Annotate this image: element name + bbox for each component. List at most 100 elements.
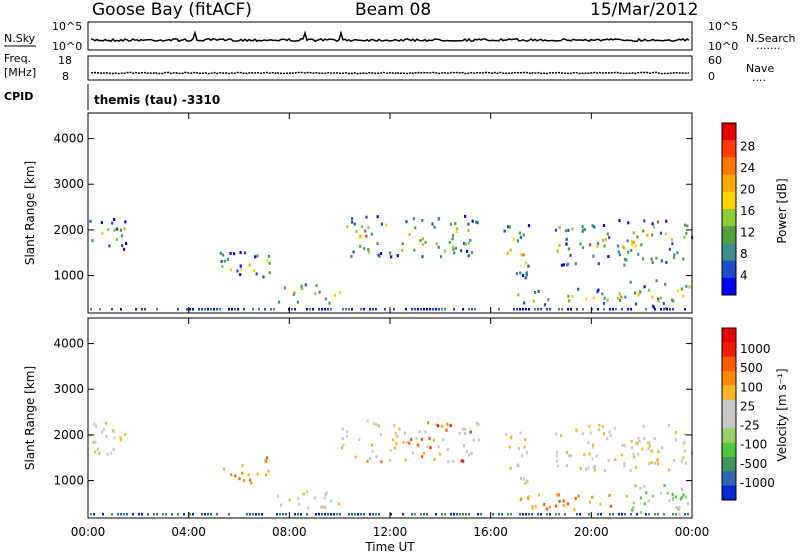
- echo-cell: [427, 421, 430, 425]
- echo-cell: [437, 245, 440, 249]
- echo-cell: [607, 459, 610, 463]
- echo-cell: [116, 227, 119, 231]
- echo-cell: [571, 227, 574, 231]
- echo-cell: [509, 466, 512, 470]
- echo-cell: [454, 246, 457, 250]
- echo-cell: [393, 308, 395, 311]
- echo-cell: [613, 426, 617, 430]
- echo-cell: [632, 240, 635, 244]
- echo-cell: [576, 513, 578, 516]
- echo-cell: [360, 308, 362, 311]
- echo-cell: [591, 224, 594, 228]
- echo-cell: [384, 308, 386, 311]
- echo-cell: [534, 308, 536, 311]
- echo-cell: [609, 504, 613, 508]
- nave-label: Nave: [746, 62, 774, 75]
- echo-cell: [318, 290, 321, 294]
- nave-dots: ····: [752, 74, 766, 87]
- echo-cell: [549, 308, 551, 311]
- echo-cell: [616, 244, 620, 248]
- echo-cell: [629, 280, 632, 284]
- echo-cell: [89, 219, 92, 223]
- echo-cell: [375, 513, 377, 516]
- colorbar-tick: 16: [740, 204, 755, 218]
- echo-cell: [525, 513, 527, 516]
- echo-cell: [664, 232, 667, 236]
- echo-cell: [363, 513, 365, 516]
- echo-cell: [680, 287, 683, 291]
- echo-cell: [631, 243, 634, 247]
- echo-cell: [579, 513, 581, 516]
- echo-cell: [123, 513, 125, 516]
- echo-cell: [620, 295, 623, 299]
- echo-cell: [241, 471, 244, 475]
- echo-cell: [126, 513, 128, 516]
- echo-cell: [219, 251, 222, 255]
- echo-cell: [177, 513, 179, 516]
- colorbar-frame: [721, 122, 737, 296]
- echo-cell: [537, 289, 540, 293]
- echo-cell: [545, 507, 548, 511]
- velocity-ylabel: Slant Range [km]: [23, 366, 37, 470]
- echo-cell: [651, 260, 654, 264]
- echo-cell: [567, 228, 570, 232]
- echo-cell: [654, 513, 656, 516]
- echo-cell: [598, 423, 601, 427]
- echo-cell: [637, 292, 640, 296]
- echo-cell: [418, 430, 421, 434]
- echo-cell: [505, 433, 508, 437]
- echo-cell: [249, 478, 252, 482]
- echo-cell: [460, 459, 463, 463]
- echo-cell: [525, 308, 527, 311]
- echo-cell: [608, 494, 611, 497]
- echo-cell: [396, 254, 399, 258]
- echo-cell: [592, 443, 595, 447]
- echo-cell: [565, 464, 568, 468]
- echo-cell: [618, 292, 621, 296]
- echo-cell: [672, 308, 674, 311]
- echo-cell: [537, 493, 541, 497]
- echo-cell: [639, 496, 643, 500]
- echo-cell: [348, 308, 350, 311]
- echo-cell: [522, 233, 525, 237]
- echo-cell: [453, 251, 456, 255]
- echo-cell: [596, 242, 600, 245]
- freq-tick-top: 18: [58, 54, 72, 67]
- echo-cell: [558, 243, 561, 247]
- nsky-label: N.Sky: [4, 32, 36, 45]
- echo-cell: [280, 503, 283, 507]
- echo-cell: [353, 222, 356, 226]
- echo-cell: [282, 513, 284, 516]
- echo-cell: [666, 308, 668, 311]
- echo-cell: [524, 276, 527, 280]
- echo-cell: [413, 248, 416, 252]
- echo-cell: [273, 308, 275, 311]
- echo-cell: [562, 263, 565, 267]
- echo-cell: [645, 513, 647, 516]
- echo-cell: [634, 291, 637, 295]
- time-axis: 00:00 04:00 08:00 12:00 16:00 20:00 00:00: [71, 113, 709, 539]
- echo-cell: [255, 272, 258, 276]
- echo-cell: [477, 438, 481, 442]
- echo-cell: [469, 430, 472, 434]
- echo-cell: [404, 458, 407, 462]
- echo-cell: [294, 308, 296, 311]
- echo-cell: [683, 433, 686, 437]
- echo-cell: [279, 513, 281, 516]
- echo-cell: [324, 513, 326, 516]
- echo-cell: [336, 513, 338, 516]
- echo-cell: [204, 308, 206, 311]
- echo-cell: [556, 450, 559, 454]
- colorbar-tick: 25: [740, 399, 755, 413]
- echo-cell: [216, 308, 218, 311]
- echo-cell: [477, 423, 480, 426]
- echo-cell: [93, 513, 95, 516]
- echo-cell: [115, 237, 118, 241]
- echo-cell: [183, 513, 185, 516]
- echo-cell: [107, 228, 110, 231]
- echo-cell: [442, 438, 445, 441]
- echo-cell: [540, 308, 542, 311]
- echo-cell: [466, 249, 469, 253]
- echo-cell: [351, 308, 353, 311]
- echo-cell: [93, 422, 96, 426]
